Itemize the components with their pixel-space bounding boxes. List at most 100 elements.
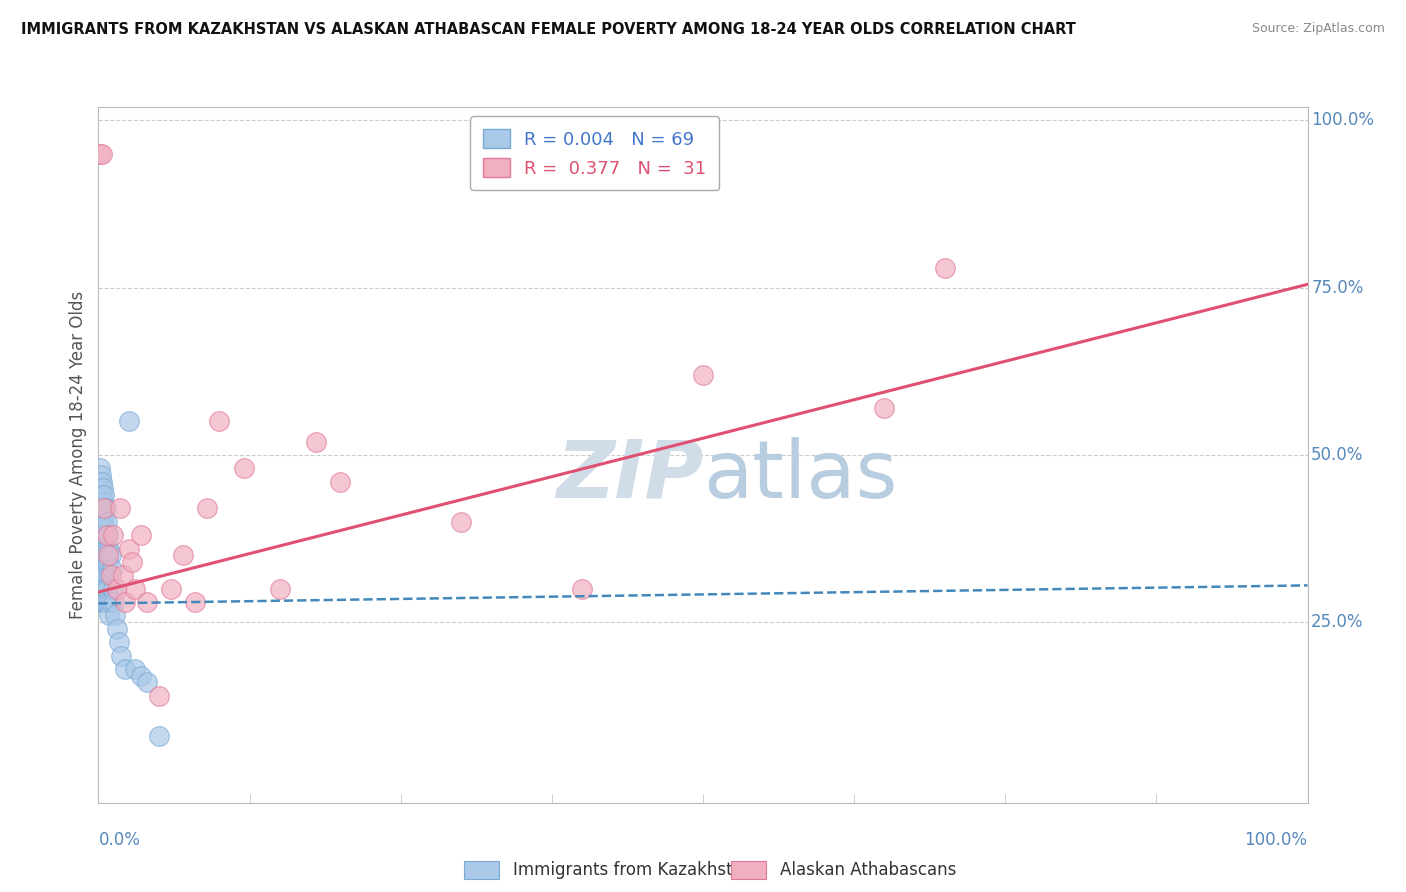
- Point: [97, 548, 120, 563]
- Text: atlas: atlas: [703, 437, 897, 515]
- Point: [96, 582, 118, 596]
- Point: [94, 501, 117, 516]
- Point: [934, 260, 956, 275]
- Point: [89, 488, 111, 502]
- Point: [184, 595, 207, 609]
- Point: [135, 595, 157, 609]
- Point: [91, 515, 114, 529]
- Point: [90, 595, 112, 609]
- Point: [94, 548, 117, 563]
- Point: [129, 528, 152, 542]
- Point: [100, 548, 122, 563]
- Point: [111, 568, 134, 582]
- Point: [100, 595, 122, 609]
- Point: [124, 582, 146, 596]
- Point: [103, 595, 125, 609]
- Point: [89, 501, 111, 516]
- Point: [93, 488, 115, 502]
- Point: [89, 555, 111, 569]
- Point: [91, 488, 114, 502]
- Text: ZIP: ZIP: [555, 437, 703, 515]
- Point: [96, 515, 118, 529]
- Point: [93, 501, 115, 516]
- Point: [96, 541, 118, 556]
- Point: [90, 482, 112, 496]
- Point: [89, 475, 111, 489]
- Point: [135, 675, 157, 690]
- Point: [571, 582, 593, 596]
- Point: [118, 414, 141, 429]
- Point: [89, 515, 111, 529]
- Point: [91, 528, 114, 542]
- Text: 25.0%: 25.0%: [1312, 613, 1364, 632]
- Point: [110, 648, 132, 663]
- Point: [90, 468, 112, 483]
- Point: [97, 555, 120, 569]
- Point: [93, 508, 115, 523]
- Point: [90, 535, 112, 549]
- Point: [90, 508, 112, 523]
- Point: [90, 562, 112, 576]
- Point: [89, 541, 111, 556]
- Point: [148, 689, 170, 703]
- Text: 100.0%: 100.0%: [1244, 830, 1308, 848]
- Point: [90, 494, 112, 508]
- Point: [108, 501, 131, 516]
- Point: [94, 568, 117, 582]
- Point: [121, 555, 143, 569]
- Legend: R = 0.004   N = 69, R =  0.377   N =  31: R = 0.004 N = 69, R = 0.377 N = 31: [470, 116, 718, 190]
- Text: Immigrants from Kazakhstan: Immigrants from Kazakhstan: [513, 861, 754, 879]
- Point: [89, 461, 111, 475]
- Point: [91, 555, 114, 569]
- Point: [91, 535, 114, 549]
- Point: [114, 662, 136, 676]
- Point: [329, 475, 352, 489]
- Point: [91, 494, 114, 508]
- Point: [91, 541, 114, 556]
- Point: [90, 575, 112, 590]
- Point: [118, 541, 141, 556]
- Point: [91, 475, 114, 489]
- Point: [91, 595, 114, 609]
- Point: [94, 521, 117, 535]
- Point: [100, 568, 122, 582]
- Point: [101, 528, 124, 542]
- Point: [108, 635, 131, 649]
- Point: [124, 662, 146, 676]
- Point: [97, 595, 120, 609]
- Point: [89, 147, 111, 161]
- Point: [101, 582, 124, 596]
- Point: [104, 608, 127, 623]
- Point: [100, 562, 122, 576]
- Point: [91, 515, 114, 529]
- Point: [98, 568, 121, 582]
- Point: [91, 582, 114, 596]
- Point: [98, 541, 121, 556]
- Point: [89, 568, 111, 582]
- Text: 75.0%: 75.0%: [1312, 278, 1364, 297]
- Point: [91, 568, 114, 582]
- Point: [160, 582, 183, 596]
- Point: [93, 595, 115, 609]
- Point: [269, 582, 291, 596]
- Point: [94, 595, 117, 609]
- Point: [93, 528, 115, 542]
- Point: [96, 528, 118, 542]
- Text: Alaskan Athabascans: Alaskan Athabascans: [780, 861, 956, 879]
- Point: [305, 434, 328, 449]
- Point: [89, 528, 111, 542]
- Point: [90, 521, 112, 535]
- Point: [91, 147, 114, 161]
- Point: [93, 548, 115, 563]
- Point: [105, 622, 128, 636]
- Point: [105, 582, 128, 596]
- Text: Source: ZipAtlas.com: Source: ZipAtlas.com: [1251, 22, 1385, 36]
- Point: [114, 595, 136, 609]
- Point: [873, 401, 896, 416]
- Point: [90, 548, 112, 563]
- Point: [91, 482, 114, 496]
- Point: [692, 368, 714, 382]
- Point: [208, 414, 231, 429]
- Text: 100.0%: 100.0%: [1312, 112, 1374, 129]
- Point: [450, 515, 472, 529]
